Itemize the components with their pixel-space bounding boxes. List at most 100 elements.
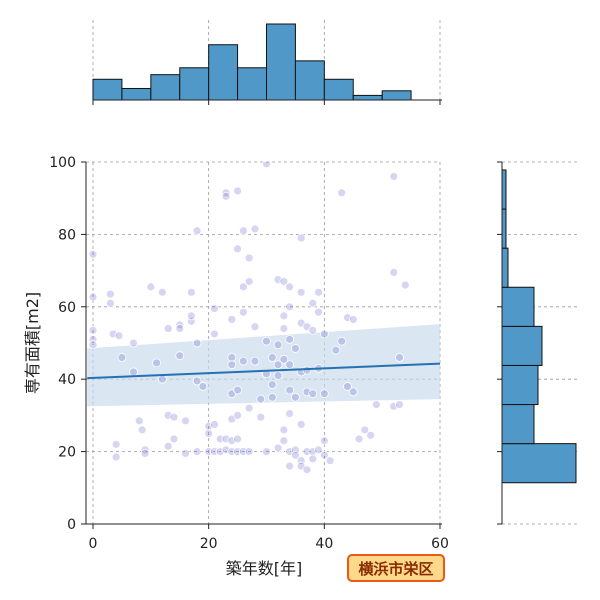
x-marginal-histogram [92,23,412,101]
scatter-point [137,425,147,435]
y-histogram-bar [501,286,535,327]
scatter-point [186,287,196,297]
scatter-point [88,292,98,302]
scatter-point [285,461,295,471]
x-tick-label: 0 [89,536,98,552]
scatter-point [314,445,323,455]
scatter-point [314,287,323,297]
scatter-point [273,443,283,453]
scatter-point [238,356,248,366]
x-histogram-bar [381,90,412,101]
scatter-point [134,416,144,426]
scatter-point [198,382,208,391]
scatter-point [175,351,185,361]
scatter-point [371,400,381,409]
scatter-point [319,329,329,339]
scatter-point [360,425,370,435]
scatter-point [279,324,289,333]
scatter-point [319,389,329,399]
scatter-point [227,315,237,324]
scatter-point [279,425,289,435]
scatter-point [114,331,124,341]
scatter-point [117,353,127,362]
y-histogram-bar [501,325,543,366]
scatter-point [233,385,242,395]
scatter-point [319,450,329,460]
x-histogram-bar [294,60,325,101]
scatter-point [157,374,167,384]
scatter-point [221,191,231,201]
regression-line [87,362,441,380]
scatter-point [273,340,283,350]
scatter-point [302,465,312,475]
x-histogram-bar [208,44,239,101]
scatter-point [285,282,295,292]
scatter-point [366,430,376,440]
scatter-point [331,345,341,355]
y-axis-label: 専有面積[m2] [23,292,42,394]
scatter-point [389,172,399,181]
scatter-point [186,311,196,321]
scatter-point [308,298,318,308]
x-histogram-bar [179,67,210,101]
x-tick-label: 20 [200,536,218,552]
scatter-point [291,450,300,460]
scatter-point [192,447,202,457]
y-tick-label: 100 [49,155,76,171]
x-histogram-bar [323,78,354,101]
scatter-point [285,302,295,312]
scatter-point [233,244,242,254]
scatter-point [88,249,98,259]
scatter-point [146,282,156,292]
scatter-point [210,304,219,314]
scatter-point [279,277,289,286]
scatter-point [308,454,318,464]
scatter-point [262,162,271,169]
scatter-point [273,360,283,370]
scatter-point [227,353,237,362]
scatter-point [296,287,306,297]
scatter-point [88,340,98,350]
scatter-point [348,387,358,397]
scatter-point [337,188,347,198]
scatter-point [111,452,121,462]
y-tick-label: 20 [58,445,76,461]
region-badge-label: 横浜市栄区 [358,560,433,578]
scatter-point [250,224,260,234]
y-histogram-bar [501,443,577,484]
x-histogram-bar [150,74,181,101]
scatter-points [88,162,410,475]
scatter-point [291,344,300,353]
scatter-point [400,280,410,290]
scatter-point [256,412,266,422]
scatter-point [163,324,173,333]
scatter-point [169,412,179,422]
scatter-point [169,434,179,444]
y-histogram-bar [501,208,507,249]
scatter-point [279,354,289,364]
scatter-point [337,336,347,346]
y-histogram-bar [501,364,539,406]
scatter-point [285,385,295,395]
scatter-point [285,409,295,418]
x-tick-label: 60 [431,536,449,552]
y-histogram-bar [501,247,509,288]
scatter-point [262,336,271,346]
x-histogram-bar [352,94,383,101]
scatter-point [273,371,283,380]
scatter-point [192,376,202,386]
scatter-point [250,322,260,332]
scatter-point [157,287,167,297]
y-histogram-bar [501,404,535,445]
scatter-point [343,382,352,391]
scatter-point [250,356,260,366]
scatter-point [140,449,150,458]
scatter-point [227,360,237,370]
scatter-point [244,403,254,413]
scatter-point [238,282,248,292]
scatter-point [204,429,214,438]
scatter-point [354,434,364,444]
scatter-point [395,353,404,362]
x-histogram-bar [121,87,152,101]
